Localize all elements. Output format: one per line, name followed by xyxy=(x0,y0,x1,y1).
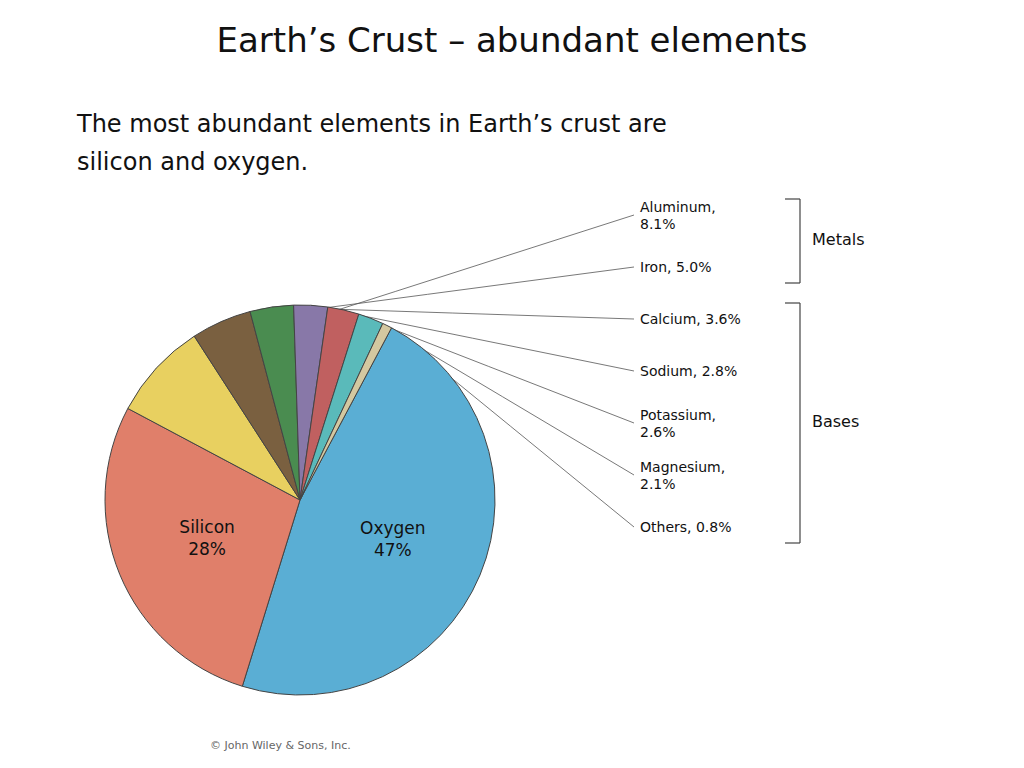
svg-text:The most abundant elements in: The most abundant elements in Earth’s cr… xyxy=(76,110,667,138)
svg-text:2.6%: 2.6% xyxy=(640,424,676,440)
svg-text:2.1%: 2.1% xyxy=(640,476,676,492)
svg-text:47%: 47% xyxy=(374,540,412,560)
svg-text:Sodium, 2.8%: Sodium, 2.8% xyxy=(640,363,737,379)
svg-text:Bases: Bases xyxy=(812,412,859,431)
svg-text:Magnesium,: Magnesium, xyxy=(640,459,725,475)
svg-text:© John Wiley & Sons, Inc.: © John Wiley & Sons, Inc. xyxy=(210,739,351,752)
svg-text:silicon and oxygen.: silicon and oxygen. xyxy=(77,148,308,176)
svg-text:Calcium, 3.6%: Calcium, 3.6% xyxy=(640,311,741,327)
svg-text:Iron, 5.0%: Iron, 5.0% xyxy=(640,259,711,275)
svg-text:Earth’s Crust – abundant eleme: Earth’s Crust – abundant elements xyxy=(217,20,808,60)
svg-text:8.1%: 8.1% xyxy=(640,216,676,232)
svg-text:Aluminum,: Aluminum, xyxy=(640,199,716,215)
svg-text:28%: 28% xyxy=(188,539,226,559)
svg-text:Others, 0.8%: Others, 0.8% xyxy=(640,519,732,535)
svg-text:Oxygen: Oxygen xyxy=(360,518,426,538)
svg-text:Silicon: Silicon xyxy=(179,517,234,537)
svg-text:Metals: Metals xyxy=(812,230,865,249)
svg-text:Potassium,: Potassium, xyxy=(640,407,716,423)
